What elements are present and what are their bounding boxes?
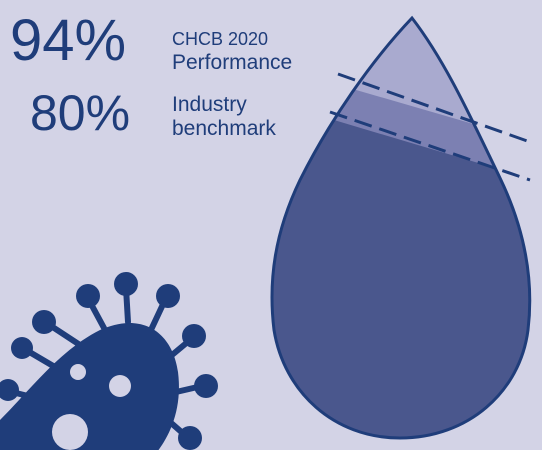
- benchmark-label-line1: Industry: [172, 93, 247, 116]
- benchmark-label-line2: benchmark: [172, 117, 276, 140]
- performance-line: [337, 72, 531, 144]
- performance-label-line1: CHCB 2020: [172, 29, 269, 49]
- virus-icon: [0, 272, 218, 450]
- drop-filled-region: [271, 98, 530, 438]
- performance-value: 94%: [10, 8, 127, 73]
- benchmark-value: 80%: [30, 85, 131, 141]
- water-drop-icon: [270, 15, 532, 440]
- performance-label-line2: Performance: [172, 51, 293, 74]
- benchmark-line: [329, 110, 531, 182]
- benchmark-label: Industry benchmark: [172, 93, 276, 141]
- virus-spots: [52, 364, 131, 450]
- performance-label: CHCB 2020 Performance: [172, 27, 292, 75]
- drop-outline: [270, 15, 532, 440]
